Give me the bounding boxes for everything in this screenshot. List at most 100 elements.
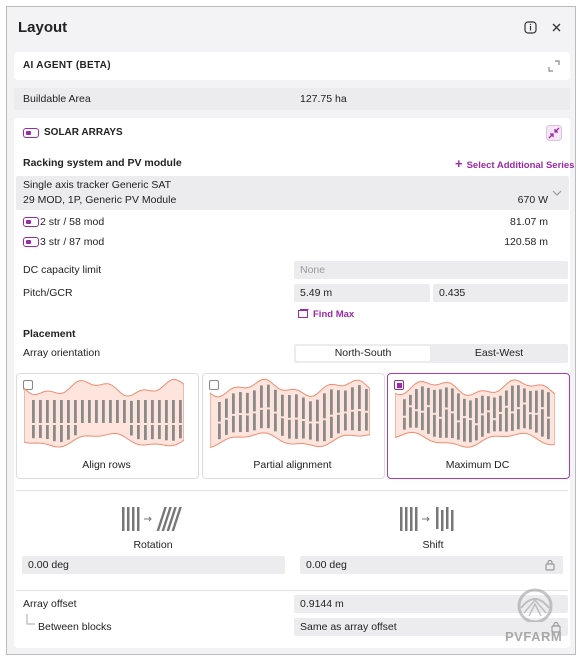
tracker-row xyxy=(511,385,514,412)
orientation-option-selected[interactable]: North-South xyxy=(296,346,430,361)
tracker-row xyxy=(529,390,532,413)
dc-capacity-label: DC capacity limit xyxy=(23,264,102,276)
tracker-row xyxy=(74,425,77,436)
tracker-row xyxy=(337,390,340,413)
select-series-button[interactable]: + Select Additional Series xyxy=(455,157,574,173)
tracker-row xyxy=(358,385,361,410)
tracker-row xyxy=(439,418,442,438)
tracker-row xyxy=(457,393,460,421)
alignment-label: Partial alignment xyxy=(253,459,332,471)
tracker-row xyxy=(409,407,412,428)
tracker-row xyxy=(267,384,270,408)
pitch-label: Pitch/GCR xyxy=(23,287,73,299)
racking-heading: Racking system and PV module xyxy=(23,157,182,169)
tracker-row xyxy=(547,392,550,417)
alignment-checkbox[interactable] xyxy=(394,380,404,390)
tracker-row xyxy=(95,400,98,423)
expand-icon[interactable] xyxy=(548,60,560,72)
tracker-row xyxy=(344,390,347,412)
tracker-row xyxy=(274,413,277,432)
tracker-row xyxy=(53,400,56,423)
shift-icon xyxy=(400,507,454,531)
tracker-row xyxy=(232,393,235,414)
tracker-row xyxy=(365,388,368,411)
tracker-row xyxy=(330,416,333,438)
tracker-row xyxy=(88,400,91,423)
string-toggle[interactable] xyxy=(23,217,39,227)
pitch-input[interactable] xyxy=(294,284,430,302)
collapse-icon[interactable] xyxy=(546,125,562,141)
tracker-row xyxy=(403,417,406,430)
find-max-icon xyxy=(298,309,309,318)
tracker-row xyxy=(109,400,112,423)
tracker-row xyxy=(260,409,263,429)
solar-arrays-toggle[interactable] xyxy=(23,128,39,138)
module-select[interactable] xyxy=(16,176,569,210)
tracker-row xyxy=(172,425,175,441)
gcr-input[interactable] xyxy=(433,284,568,302)
tracker-row xyxy=(351,411,354,431)
tracker-row xyxy=(67,425,70,440)
tracker-row xyxy=(517,385,520,408)
tracker-row xyxy=(253,413,256,431)
shift-input[interactable] xyxy=(300,556,563,574)
tracker-row xyxy=(281,394,284,417)
shift-label: Shift xyxy=(422,539,444,551)
tracker-row xyxy=(351,387,354,410)
module-power: 670 W xyxy=(517,194,548,206)
tracker-row xyxy=(505,407,508,432)
tracker-row xyxy=(427,387,430,406)
tracker-row xyxy=(457,422,460,440)
tracker-row xyxy=(487,396,490,411)
tracker-row xyxy=(179,400,182,423)
tracker-row xyxy=(316,399,319,422)
panel-title: Layout xyxy=(18,19,68,36)
tracker-row xyxy=(295,419,298,439)
shift-value: 0.00 deg xyxy=(306,559,347,571)
tracker-row xyxy=(225,398,228,418)
tracker-row xyxy=(427,407,430,434)
tracker-row xyxy=(74,400,77,423)
tracker-row xyxy=(415,411,418,428)
tracker-row xyxy=(130,425,133,436)
alignment-checkbox[interactable] xyxy=(209,380,219,390)
ai-agent-title: AI AGENT (BETA) xyxy=(23,60,111,71)
rotation-input[interactable] xyxy=(22,556,285,574)
string-toggle[interactable] xyxy=(23,237,39,247)
tracker-row xyxy=(67,400,70,423)
gcr-value: 0.435 xyxy=(439,287,466,299)
watermark-text: PVFARM xyxy=(505,629,563,644)
tracker-row xyxy=(225,419,228,435)
module-line1: Single axis tracker Generic SAT xyxy=(23,179,172,191)
tracker-row xyxy=(523,404,526,429)
tracker-row xyxy=(475,398,478,424)
tracker-row xyxy=(451,388,454,412)
tracker-row xyxy=(46,425,49,440)
module-line2: 29 MOD, 1P, Generic PV Module xyxy=(23,194,177,206)
orientation-option[interactable]: East-West xyxy=(474,347,524,359)
tracker-row xyxy=(302,397,305,420)
info-icon[interactable] xyxy=(524,21,538,35)
alignment-checkbox[interactable] xyxy=(23,380,33,390)
tracker-row xyxy=(246,415,249,432)
find-max-button[interactable]: Find Max xyxy=(298,308,354,322)
tracker-row xyxy=(421,386,424,411)
dc-capacity-input[interactable] xyxy=(294,261,568,279)
tracker-row xyxy=(433,389,436,413)
tracker-row xyxy=(151,425,154,440)
tracker-row xyxy=(158,425,161,440)
tracker-row xyxy=(116,400,119,423)
placement-heading: Placement xyxy=(23,328,76,340)
between-blocks-input[interactable] xyxy=(294,618,568,636)
tracker-row xyxy=(239,392,242,414)
ai-agent-card[interactable] xyxy=(14,52,570,80)
check-fill xyxy=(396,382,402,388)
chevron-icon xyxy=(552,190,562,196)
close-icon[interactable] xyxy=(551,22,563,34)
tracker-row xyxy=(535,390,538,413)
tracker-row xyxy=(158,400,161,423)
tracker-row xyxy=(281,418,284,436)
array-offset-input[interactable] xyxy=(294,595,568,613)
tracker-row xyxy=(469,400,472,419)
